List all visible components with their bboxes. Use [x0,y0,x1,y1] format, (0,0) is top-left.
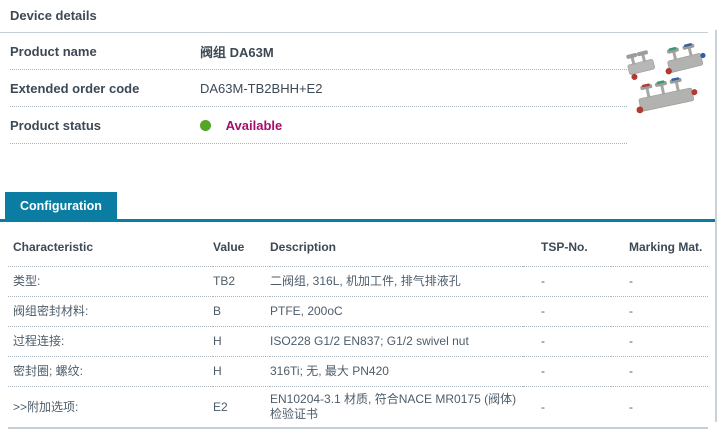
status-value: Available [200,118,282,133]
tab-bar: Configuration [0,192,716,222]
cell-characteristic: 过程连接: [8,326,213,357]
title-divider [0,32,708,33]
status-badge: Available [225,117,283,133]
cell-description: EN10204-3.1 材质, 符合NACE MR0175 (阀体) 检验证书 [270,386,523,428]
status-dot-icon [200,119,211,131]
detail-label: Product status [10,117,102,133]
tab-configuration[interactable]: Configuration [5,192,117,219]
order-code-value: DA63M-TB2BHH+E2 [200,80,323,96]
cell-characteristic: 阀组密封材料: [8,296,213,327]
cell-description: 316Ti; 无, 最大 PN420 [270,356,523,387]
cell-characteristic: >>附加选项: [8,386,213,428]
table-row: 类型: TB2 二阀组, 316L, 机加工件, 排气排液孔 - - [8,266,708,297]
section-title: Device details [10,8,97,23]
configuration-section: Characteristic Value Description TSP-No.… [8,231,708,429]
detail-label: Product name [10,43,97,59]
column-header-characteristic: Characteristic [13,240,94,254]
detail-row-order-code: Extended order code DA63M-TB2BHH+E2 [10,70,627,107]
cell-tsp-no: - [523,356,611,387]
cell-tsp-no: - [523,326,611,357]
table-row: 密封圈; 螺纹: H 316Ti; 无, 最大 PN420 - - [8,356,708,387]
panel-right-border [715,30,717,422]
product-name-value: 阀组 DA63M [200,44,274,60]
cell-tsp-no: - [523,386,611,428]
table-row: >>附加选项: E2 EN10204-3.1 材质, 符合NACE MR0175… [8,386,708,428]
cell-value: H [213,326,270,357]
column-header-value: Value [213,240,245,254]
table-header-row: Characteristic Value Description TSP-No.… [8,231,708,267]
cell-characteristic: 类型: [8,266,213,297]
cell-characteristic: 密封圈; 螺纹: [8,356,213,387]
cell-marking-mat: - [611,266,708,297]
cell-marking-mat: - [611,356,708,387]
cell-tsp-no: - [523,266,611,297]
column-header-marking-mat: Marking Mat. [629,240,703,254]
column-header-description: Description [270,240,337,254]
cell-marking-mat: - [611,326,708,357]
cell-value: E2 [213,386,270,428]
detail-label: Extended order code [10,80,140,96]
table-row: 阀组密封材料: B PTFE, 200oC - - [8,296,708,327]
cell-description: ISO228 G1/2 EN837; G1/2 swivel nut [270,326,523,357]
cell-marking-mat: - [611,296,708,327]
cell-value: TB2 [213,266,270,297]
device-details-rows: Product name 阀组 DA63M Extended order cod… [10,33,716,144]
cell-value: B [213,296,270,327]
cell-tsp-no: - [523,296,611,327]
cell-marking-mat: - [611,386,708,428]
cell-value: H [213,356,270,387]
column-header-tsp-no: TSP-No. [541,240,588,254]
product-image[interactable] [619,36,715,118]
device-details-section: Device details Product name 阀组 DA63M Ext… [0,0,716,144]
cell-description: PTFE, 200oC [270,296,523,327]
detail-row-product-name: Product name 阀组 DA63M [10,33,627,70]
cell-description: 二阀组, 316L, 机加工件, 排气排液孔 [270,266,523,297]
table-row: 过程连接: H ISO228 G1/2 EN837; G1/2 swivel n… [8,326,708,357]
configuration-table: Characteristic Value Description TSP-No.… [8,231,708,429]
detail-row-product-status: Product status Available [10,107,627,144]
